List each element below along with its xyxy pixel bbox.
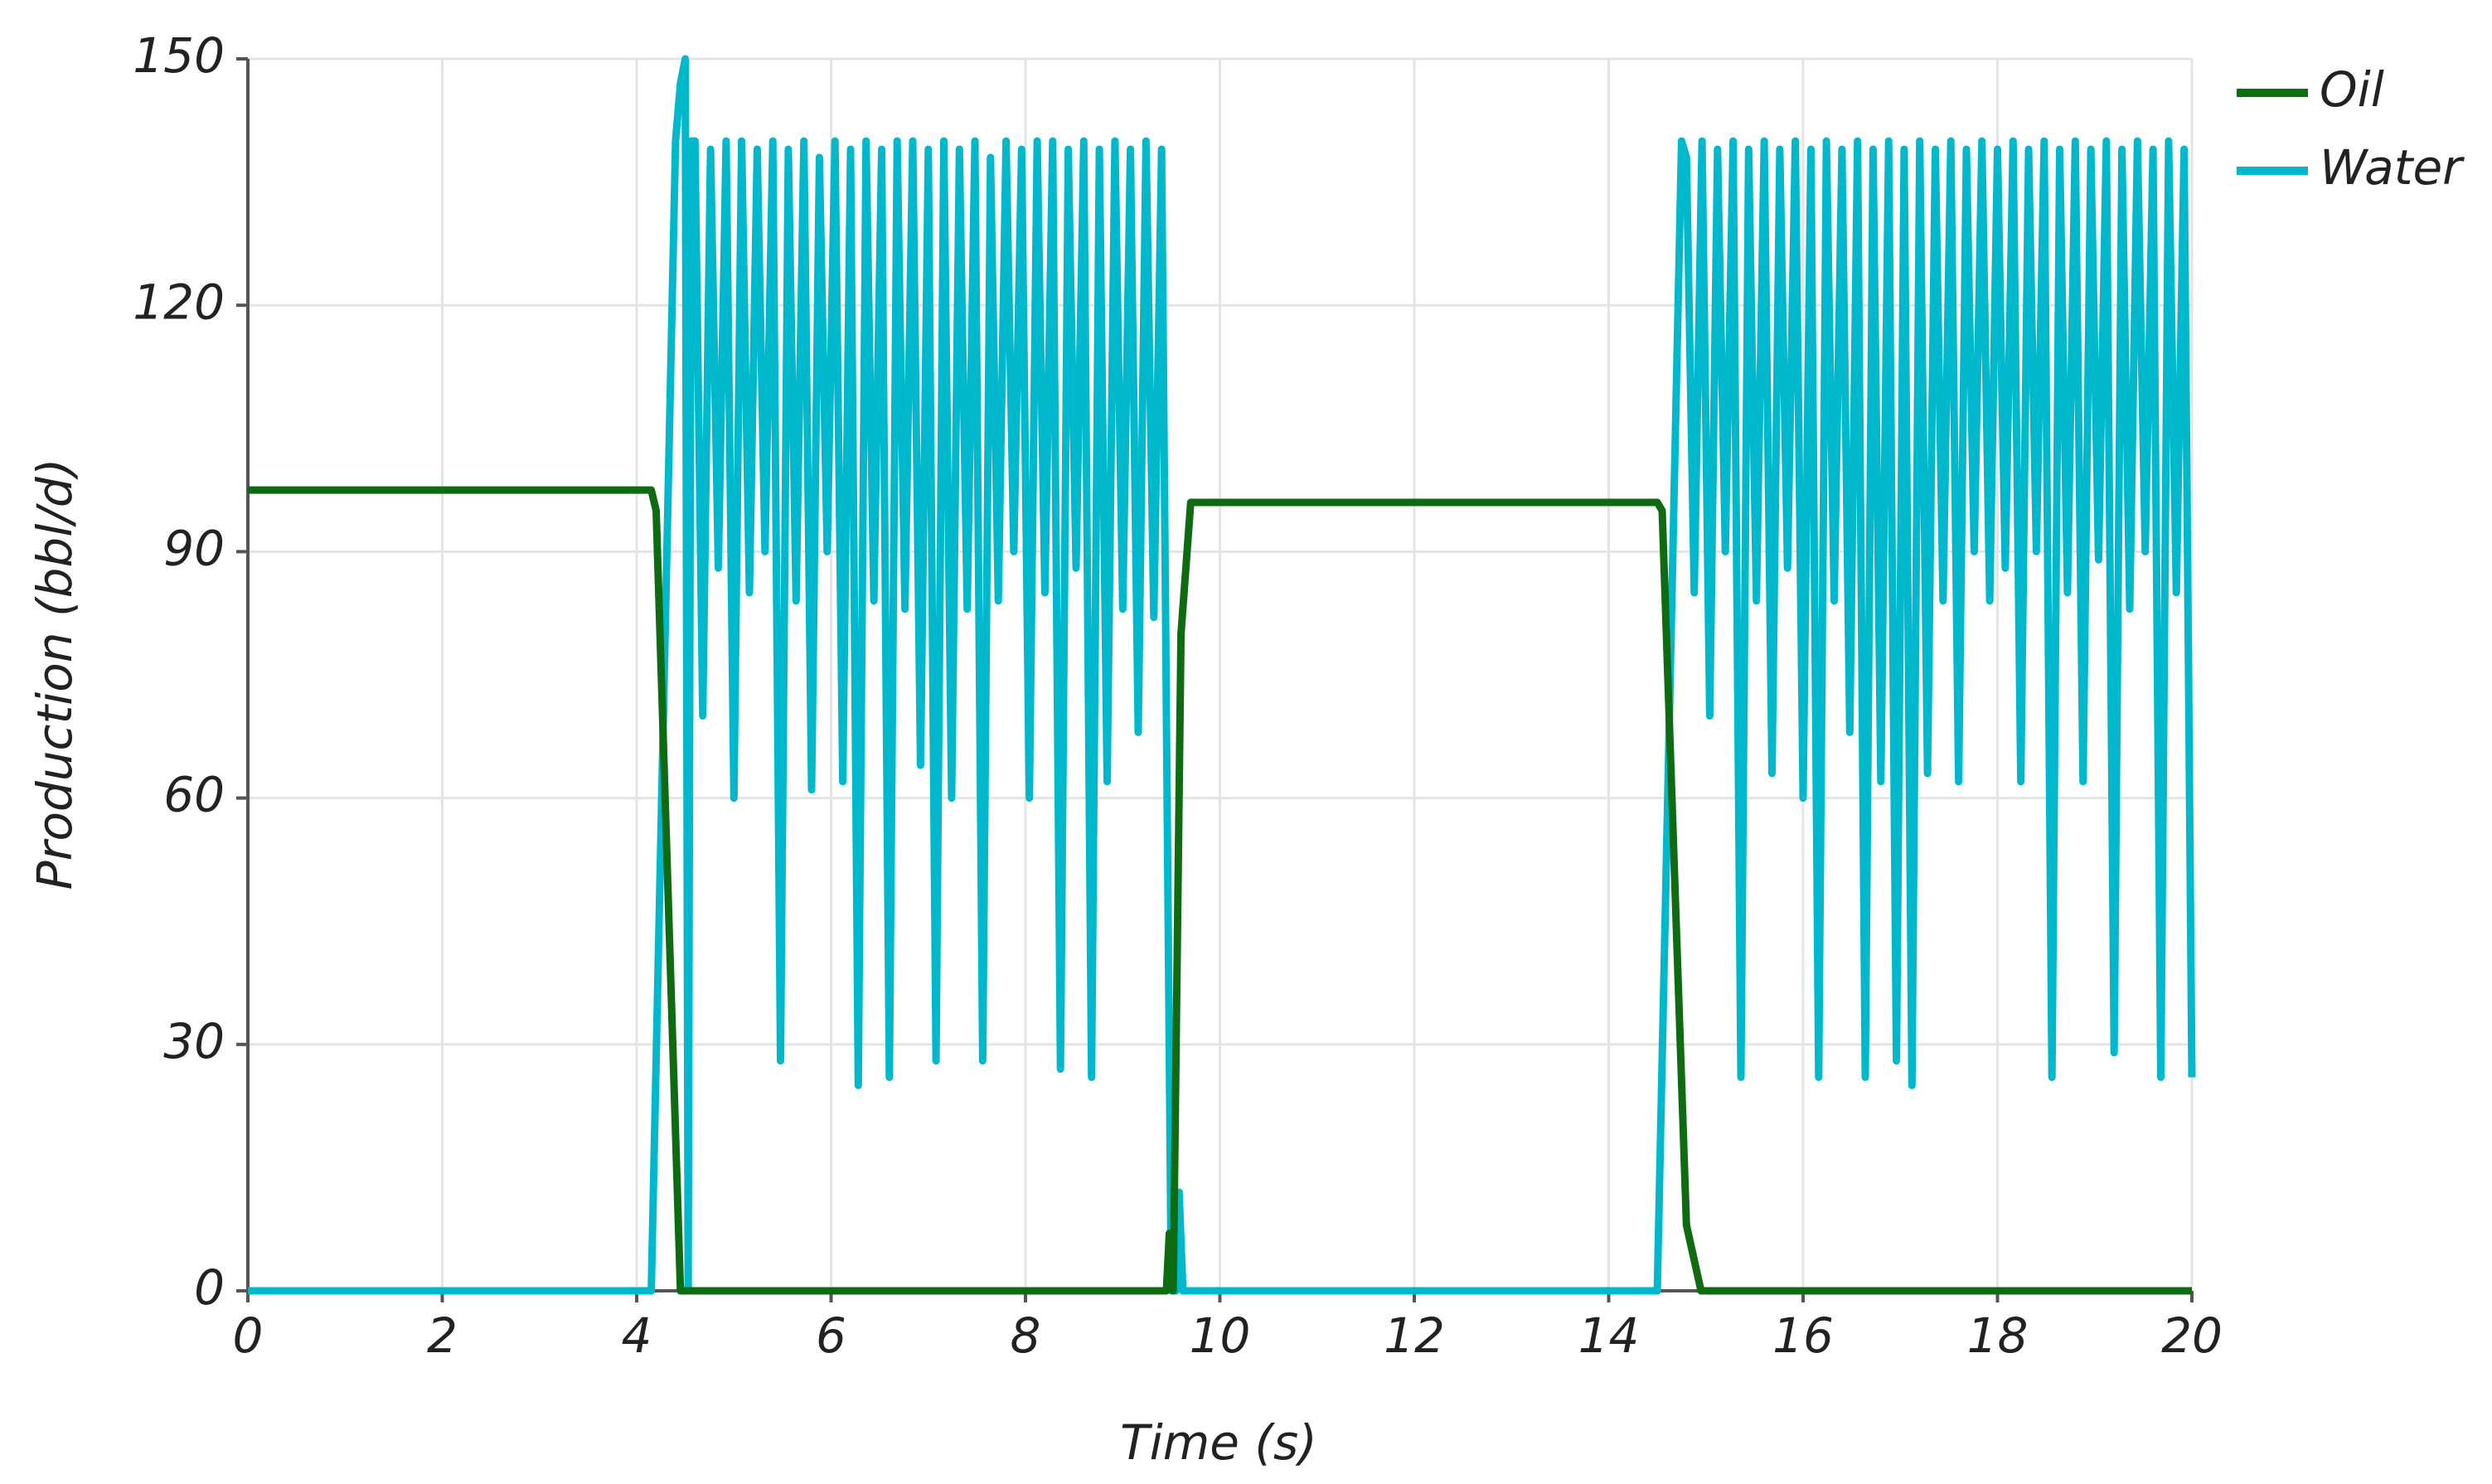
- y-axis-title: Production (bbl/d): [27, 458, 83, 890]
- legend-label: Water: [2320, 139, 2465, 196]
- x-tick-label: 20: [2161, 1307, 2223, 1364]
- data-line: [248, 486, 2192, 1295]
- y-tick-label: 150: [133, 27, 225, 84]
- y-tick-label: 120: [133, 274, 225, 330]
- x-tick-label: 16: [1772, 1307, 1834, 1364]
- data-line: [248, 55, 2196, 1295]
- y-tick-label: 60: [163, 767, 225, 823]
- legend-label: Oil: [2320, 61, 2384, 118]
- x-tick-label: 4: [622, 1307, 652, 1364]
- x-axis-title: Time (s): [1120, 1414, 1317, 1471]
- x-tick-label: 12: [1384, 1307, 1445, 1364]
- x-tick-label: 0: [233, 1307, 264, 1364]
- x-tick-label: 2: [427, 1307, 458, 1364]
- y-tick-label: 0: [194, 1259, 225, 1316]
- x-tick-label: 14: [1578, 1307, 1640, 1364]
- y-tick-label: 90: [163, 521, 225, 577]
- x-tick-label: 6: [816, 1307, 846, 1364]
- x-tick-label: 8: [1011, 1307, 1041, 1364]
- x-tick-label: 18: [1967, 1307, 2029, 1364]
- x-tick-label: 10: [1190, 1307, 1251, 1364]
- y-tick-label: 30: [163, 1013, 225, 1069]
